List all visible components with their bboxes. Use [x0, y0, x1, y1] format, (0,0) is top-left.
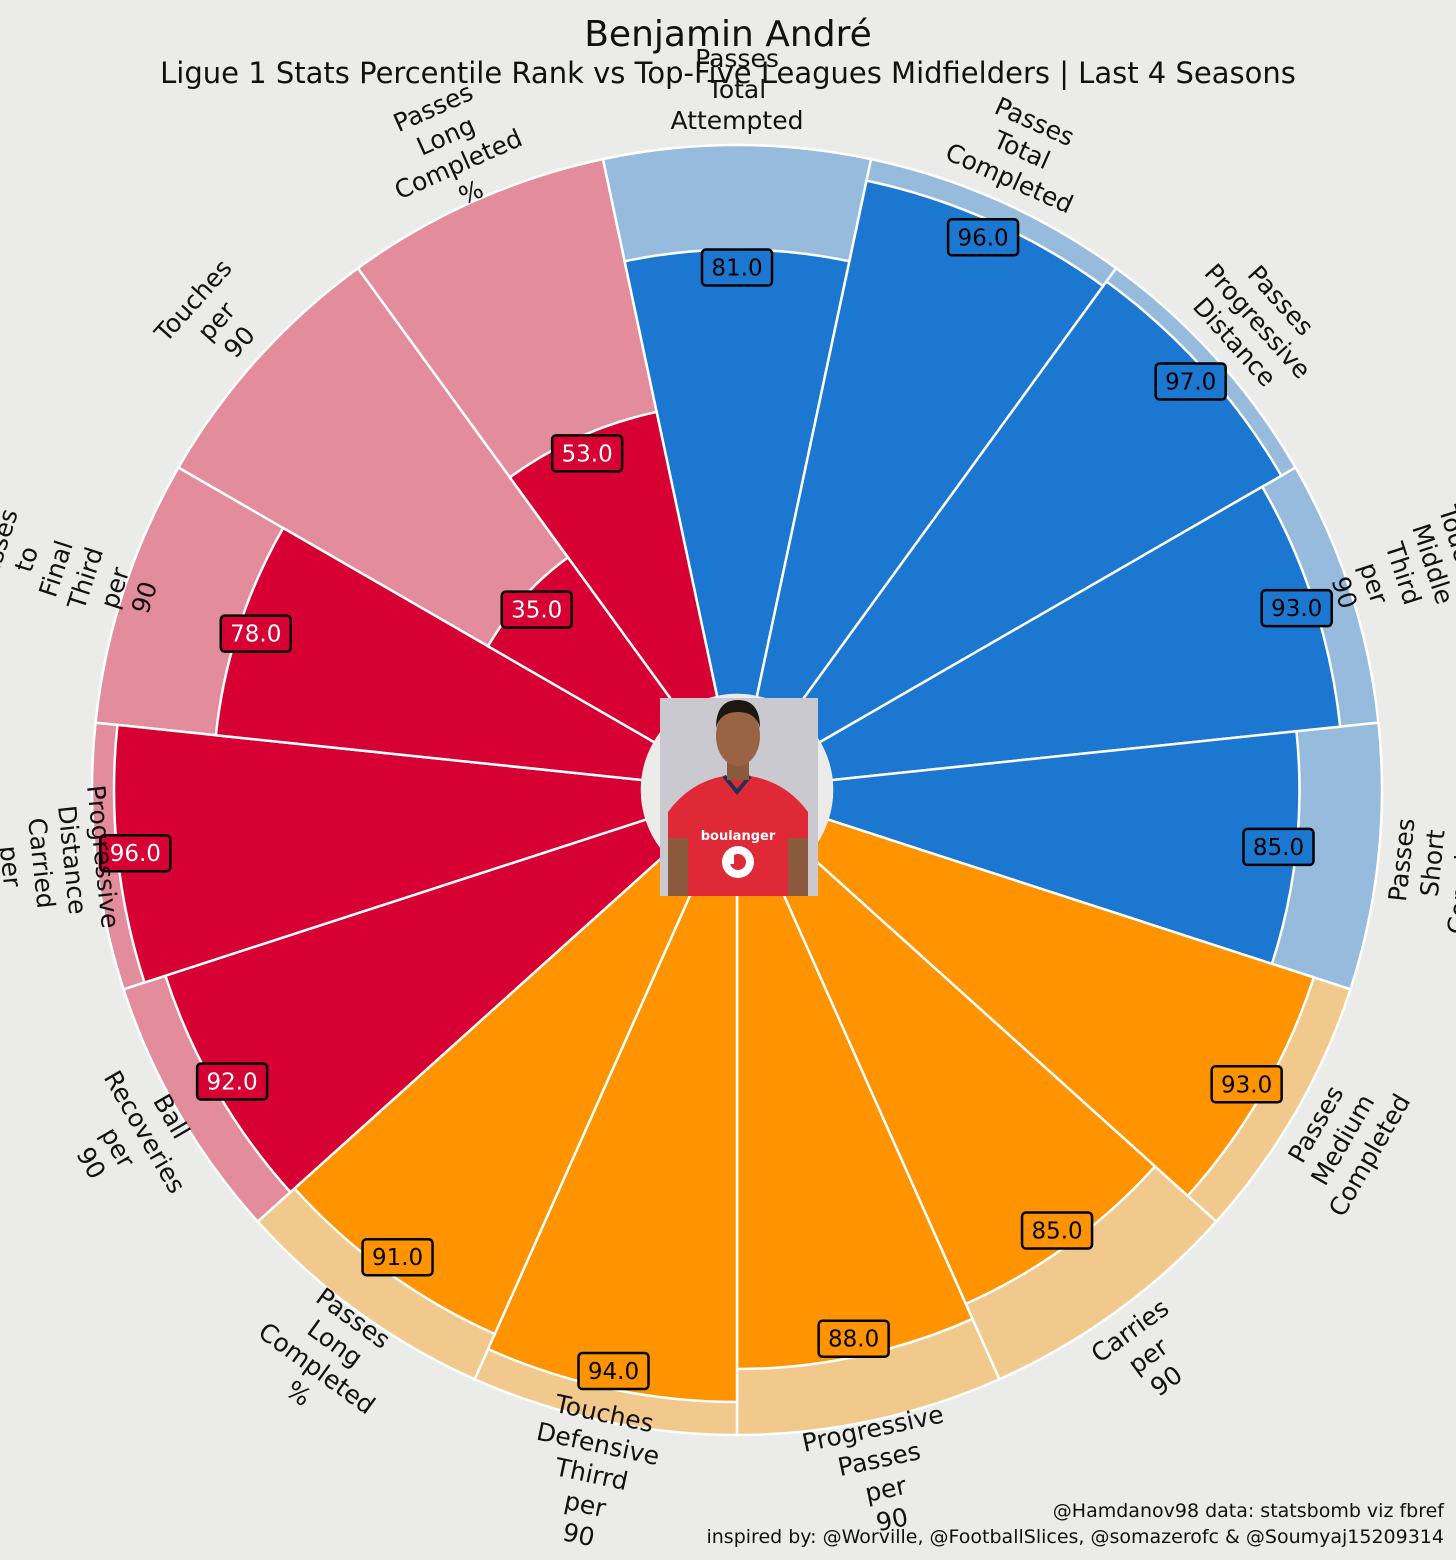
value-label: 97.0	[1154, 362, 1227, 401]
value-label-box	[1154, 362, 1227, 401]
value-label-text: 85.0	[1253, 835, 1304, 861]
chart-title: Benjamin André	[584, 14, 872, 55]
value-label: 91.0	[361, 1237, 434, 1277]
value-label-text: 35.0	[511, 598, 562, 624]
sponsor-text: boulanger	[701, 829, 776, 844]
category-label-line: Short	[1415, 828, 1451, 898]
value-label: 88.0	[817, 1319, 890, 1358]
value-label-text: 93.0	[1271, 596, 1322, 622]
category-label-line: to	[9, 543, 44, 576]
value-label-text: 96.0	[110, 841, 161, 867]
value-label-box	[99, 833, 172, 873]
value-label-text: 85.0	[1031, 1219, 1082, 1245]
value-label-box	[195, 1062, 269, 1101]
category-label: PassesShortCompleted	[1380, 791, 1456, 936]
category-label: TouchesMiddleThirdper90	[1315, 501, 1456, 644]
value-label: 96.0	[946, 218, 1020, 257]
chart-subtitle: Ligue 1 Stats Percentile Rank vs Top-Fiv…	[160, 56, 1296, 90]
value-label: 93.0	[1260, 588, 1333, 628]
credits-line-1: @Hamdanov98 data: statsbomb viz fbref	[1052, 1500, 1444, 1522]
value-label-text: 53.0	[562, 441, 613, 467]
value-label-text: 88.0	[828, 1327, 879, 1353]
value-label: 35.0	[500, 590, 573, 629]
value-label-box	[1210, 1065, 1283, 1104]
category-label-line: per	[0, 844, 27, 889]
value-label: 96.0	[99, 833, 172, 873]
value-label-text: 91.0	[372, 1245, 423, 1271]
value-label: 94.0	[577, 1351, 650, 1391]
value-label-text: 97.0	[1165, 369, 1216, 395]
value-label-box	[1020, 1211, 1094, 1250]
category-label: ProgressiveDistanceCarriedper90	[0, 784, 125, 943]
category-label: TouchesDefensiveThirrdper90	[515, 1386, 669, 1560]
category-label-line: Total	[707, 75, 766, 104]
category-label-line: 90	[560, 1517, 597, 1552]
value-label-box	[219, 614, 293, 653]
category-label-line: 90	[874, 1502, 911, 1537]
value-label-box	[577, 1351, 650, 1391]
value-label-text: 96.0	[957, 225, 1008, 251]
value-label: 92.0	[195, 1062, 269, 1101]
player-photo-icon: boulanger	[660, 698, 818, 896]
value-label: 81.0	[700, 248, 774, 287]
value-label-text: 78.0	[230, 622, 281, 648]
value-label-box	[946, 218, 1020, 257]
value-label: 78.0	[219, 614, 293, 653]
value-label-box	[550, 434, 624, 473]
value-label-box	[361, 1237, 434, 1277]
center-photo: boulanger	[641, 694, 833, 896]
value-label: 53.0	[550, 434, 624, 473]
value-label: 93.0	[1210, 1065, 1283, 1104]
value-label-box	[1242, 827, 1315, 867]
value-label-text: 81.0	[711, 256, 762, 282]
value-label-box	[817, 1319, 890, 1358]
value-label-text: 93.0	[1221, 1072, 1272, 1098]
category-label-line: Attempted	[671, 106, 804, 135]
value-label: 85.0	[1242, 827, 1315, 867]
category-label: Passes Total Attempted	[671, 44, 804, 135]
value-wedges	[112, 179, 1342, 1404]
value-label-text: 92.0	[206, 1070, 257, 1096]
value-label: 85.0	[1020, 1211, 1094, 1250]
category-label: PassesTotalCompleted	[941, 81, 1103, 220]
category-label-line: Passes	[695, 44, 779, 73]
value-label-text: 94.0	[588, 1359, 639, 1385]
credits-line-2: inspired by: @Worville, @FootballSlices,…	[706, 1526, 1444, 1548]
value-label-box	[1260, 588, 1333, 628]
credits: @Hamdanov98 data: statsbomb viz fbref in…	[706, 1498, 1444, 1550]
value-labels: 81.0 96.0 97.0 93.0 85.0 93.0 85.0 88.0 94.0 91.0…	[99, 218, 1333, 1391]
value-label-box	[500, 590, 573, 629]
value-label-box	[700, 248, 774, 287]
